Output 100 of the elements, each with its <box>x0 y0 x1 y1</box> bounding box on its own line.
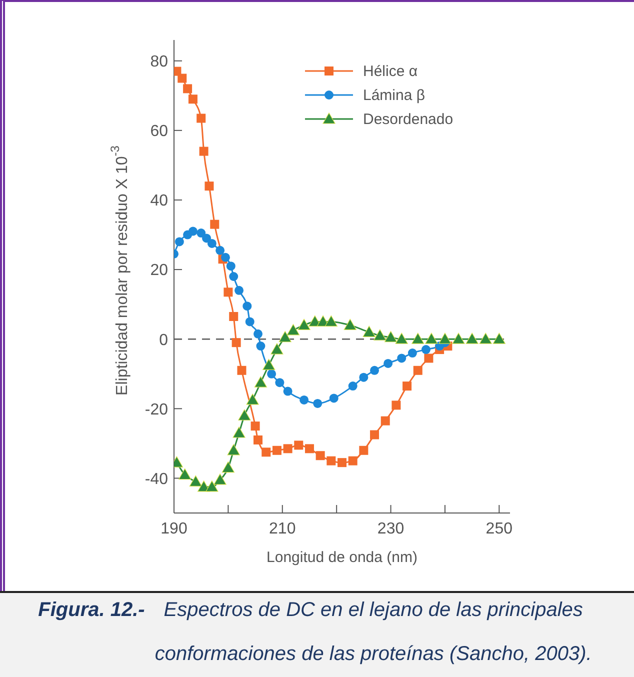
point <box>196 228 206 238</box>
point <box>359 372 368 382</box>
point <box>344 318 356 330</box>
point <box>479 332 492 344</box>
legend-label: Desordenado <box>363 110 454 128</box>
legend-label: Lámina β <box>363 86 425 104</box>
point <box>188 94 198 104</box>
point <box>338 458 346 468</box>
point <box>313 398 322 408</box>
point <box>232 426 246 438</box>
point <box>189 475 202 486</box>
point <box>214 474 226 485</box>
point <box>267 369 276 378</box>
x-tick-label: 210 <box>269 520 296 538</box>
point <box>425 332 438 344</box>
point <box>206 480 218 492</box>
point <box>254 329 262 338</box>
point <box>220 252 230 262</box>
point <box>178 468 192 480</box>
point <box>438 332 452 344</box>
x-tick-label: 250 <box>486 520 513 538</box>
point <box>278 331 292 342</box>
point <box>402 382 412 391</box>
point <box>348 456 358 466</box>
point <box>222 461 234 473</box>
point <box>300 395 309 404</box>
point <box>270 343 284 354</box>
y-tick-label: 40 <box>150 192 168 210</box>
point <box>492 332 506 344</box>
y-tick-label: 0 <box>159 332 168 349</box>
point <box>188 226 198 236</box>
y-tick-label: -40 <box>144 470 168 488</box>
point <box>329 394 338 403</box>
point <box>348 382 358 391</box>
point <box>283 444 292 454</box>
text: Espectros de DC en el lejano de las principales conformaciones de las proteínas (Sancho, 2003). <box>154 598 593 667</box>
point <box>286 324 300 336</box>
point <box>226 262 236 271</box>
point <box>262 358 276 370</box>
x-tick-label: 230 <box>377 520 404 538</box>
point <box>210 220 220 229</box>
point <box>227 444 240 456</box>
point <box>237 366 246 375</box>
point <box>304 444 314 454</box>
point <box>370 366 380 375</box>
point <box>362 326 376 337</box>
point <box>183 84 192 94</box>
point <box>262 448 271 457</box>
point <box>380 416 390 426</box>
point <box>316 451 325 460</box>
point <box>384 331 398 342</box>
point <box>246 394 259 405</box>
point <box>272 446 282 455</box>
point <box>238 409 251 420</box>
point <box>250 422 260 431</box>
point <box>424 354 434 363</box>
point <box>207 238 216 248</box>
point <box>174 237 184 246</box>
point <box>326 456 336 466</box>
point <box>254 435 262 444</box>
point <box>413 366 422 375</box>
x-tick-label: 190 <box>160 520 188 538</box>
point <box>466 332 478 344</box>
point <box>234 286 244 295</box>
point <box>294 440 304 450</box>
point <box>452 332 465 344</box>
point <box>178 74 187 83</box>
point <box>275 378 284 388</box>
point <box>232 338 241 348</box>
text: Figura. 12.- <box>38 598 145 623</box>
point <box>359 446 368 455</box>
point <box>392 400 401 410</box>
point <box>408 348 417 358</box>
point <box>283 386 292 396</box>
point <box>224 288 233 297</box>
point <box>370 430 380 440</box>
y-tick-label: 60 <box>150 123 168 140</box>
y-tick-label: 20 <box>150 262 168 280</box>
point <box>254 376 268 388</box>
point <box>199 146 208 156</box>
point <box>397 354 406 363</box>
point <box>324 315 338 327</box>
legend-label: Hélice α <box>363 62 418 80</box>
y-tick-label: 80 <box>150 54 168 71</box>
point <box>196 114 206 123</box>
point <box>384 358 393 368</box>
point <box>216 246 225 255</box>
point <box>245 317 254 326</box>
point <box>412 332 424 344</box>
y-tick-label: -20 <box>144 401 168 418</box>
point <box>204 182 214 191</box>
point <box>422 345 430 354</box>
x-axis-title: Longitud de onda (nm) <box>266 549 418 566</box>
point <box>395 332 408 344</box>
point <box>202 234 212 243</box>
point <box>229 312 238 321</box>
point <box>256 342 266 351</box>
point <box>298 318 310 330</box>
point <box>374 329 386 340</box>
point <box>242 302 252 311</box>
